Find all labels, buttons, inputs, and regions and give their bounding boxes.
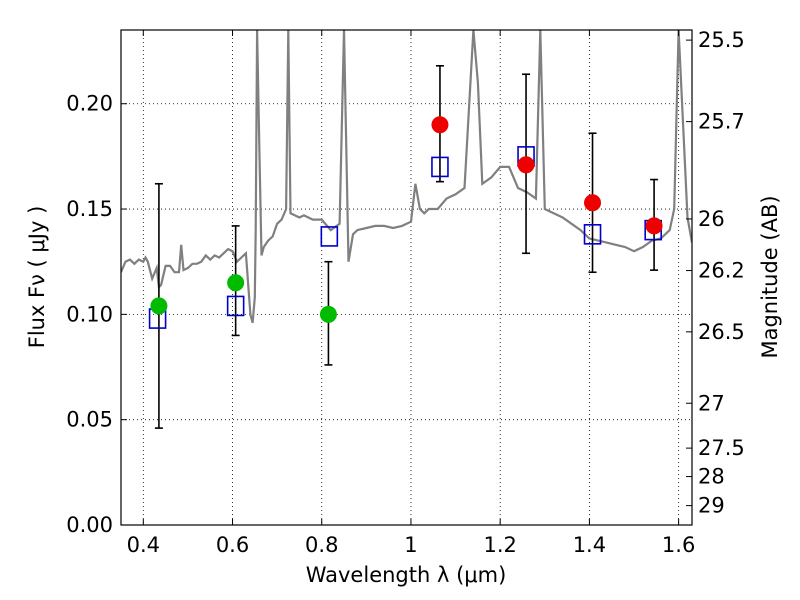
y2-tick-label: 26.2	[698, 259, 745, 283]
y2-axis-label: Magnitude (AB)	[758, 195, 782, 358]
grid-lines	[121, 30, 692, 526]
y2-tick-label: 28	[698, 465, 725, 489]
plot-frame	[120, 29, 693, 526]
y2-tick-label: 26	[698, 207, 725, 231]
x-tick-label: 1.4	[573, 533, 606, 557]
y-tick-label: 0.10	[66, 302, 113, 326]
spectrum-line	[121, 30, 692, 324]
y2-tick-label: 25.5	[698, 28, 745, 52]
red-data-point	[645, 217, 663, 235]
x-tick-label: 1.2	[483, 533, 516, 557]
x-tick-label: 0.6	[216, 533, 249, 557]
green-data-point	[227, 274, 245, 292]
x-tick-label: 1	[404, 533, 417, 557]
y-tick-label: 0.05	[66, 408, 113, 432]
x-axis-ticks: 0.4 0.6 0.8 1 1.2 1.4 1.6	[127, 30, 695, 557]
x-tick-label: 0.8	[305, 533, 338, 557]
error-bars	[154, 65, 659, 429]
y-tick-label: 0.00	[66, 513, 113, 537]
model-squares	[148, 146, 662, 329]
y-axis-label: Flux Fν ( μJy )	[25, 206, 49, 349]
y2-axis-ticks: 25.5 25.7 26 26.2 26.5 27 27.5 28 29	[686, 28, 745, 518]
x-axis-label: Wavelength λ (μm)	[306, 563, 507, 587]
green-data-point	[150, 297, 168, 315]
y2-tick-label: 25.7	[698, 110, 745, 134]
x-tick-label: 1.6	[662, 533, 695, 557]
red-data-point	[431, 116, 449, 134]
red-data-point	[584, 194, 602, 212]
y-tick-label: 0.20	[66, 92, 113, 116]
y-axis-ticks: 0.00 0.05 0.10 0.15 0.20	[66, 92, 127, 537]
red-data-point	[517, 156, 535, 174]
y2-tick-label: 27	[698, 391, 725, 415]
model-square	[320, 226, 339, 247]
y2-tick-label: 26.5	[698, 320, 745, 344]
y2-tick-label: 29	[698, 494, 725, 518]
data-points	[150, 116, 663, 323]
model-square	[226, 295, 245, 317]
spectrum-path	[121, 30, 692, 324]
model-square	[583, 224, 602, 245]
x-tick-label: 0.4	[127, 533, 160, 557]
y2-tick-label: 27.5	[698, 436, 745, 460]
model-square	[431, 156, 449, 178]
y-tick-label: 0.15	[66, 197, 113, 221]
green-data-point	[319, 305, 337, 323]
